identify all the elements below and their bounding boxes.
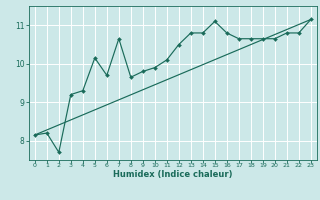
X-axis label: Humidex (Indice chaleur): Humidex (Indice chaleur) (113, 170, 233, 179)
